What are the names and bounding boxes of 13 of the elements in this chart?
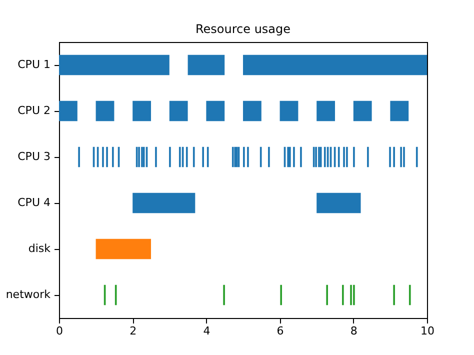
y-tick-label: CPU 1 (18, 58, 50, 71)
x-tick-label: 4 (203, 324, 210, 338)
y-tick-label: CPU 3 (18, 150, 50, 163)
x-tick-label: 8 (350, 324, 358, 338)
x-tick-label: 10 (420, 324, 434, 338)
x-tick-label: 2 (130, 324, 137, 338)
y-tick-label: CPU 4 (18, 196, 50, 209)
x-tick-label: 6 (276, 324, 284, 338)
y-tick-label: disk (28, 242, 52, 255)
chart-title: Resource usage (195, 22, 291, 36)
x-tick-label: 0 (56, 324, 63, 338)
y-tick-label: CPU 2 (18, 104, 50, 117)
y-tick-label: network (6, 288, 52, 301)
